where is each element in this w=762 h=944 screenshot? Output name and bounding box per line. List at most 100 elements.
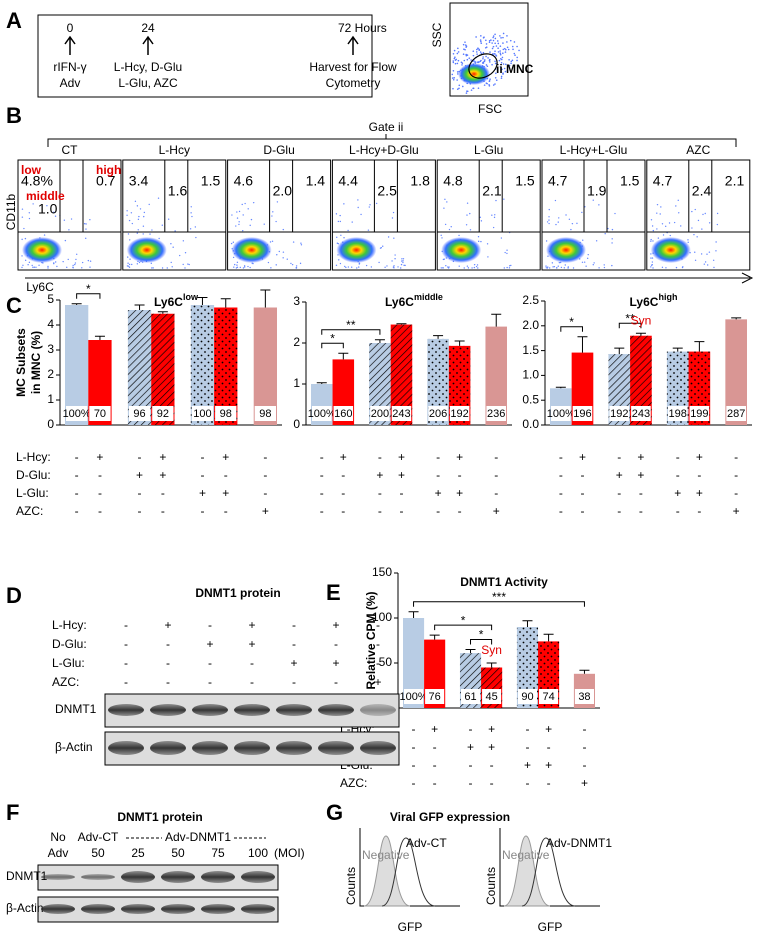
error-bar — [94, 335, 105, 340]
event-dot — [457, 59, 460, 62]
event-dot — [47, 265, 49, 268]
event-dot — [452, 60, 455, 62]
condition-sign: - — [124, 675, 128, 689]
condition-sign: - — [376, 618, 380, 632]
event-dot — [548, 216, 550, 218]
event-dot — [250, 218, 253, 221]
event-dot — [238, 221, 240, 223]
event-dot — [444, 223, 447, 226]
condition-sign: + — [262, 504, 269, 518]
event-dot — [149, 233, 151, 235]
condition-sign: - — [697, 504, 701, 518]
event-dot — [480, 52, 483, 55]
event-dot — [650, 240, 652, 242]
condition-sign: + — [136, 468, 143, 482]
event-dot — [518, 49, 520, 52]
event-dot — [195, 236, 197, 239]
event-dot — [166, 267, 168, 269]
condition-sign: + — [159, 468, 166, 482]
panel-letter: B — [6, 103, 22, 128]
band — [161, 871, 195, 883]
event-dot — [72, 264, 74, 267]
subset-value: 4.8 — [443, 173, 463, 189]
error-bar — [731, 317, 742, 320]
lane-label: Adv — [48, 846, 69, 860]
event-dot — [675, 266, 678, 269]
condition-name: L-Glu: — [16, 486, 49, 500]
event-dot — [657, 237, 660, 239]
event-dot — [447, 266, 449, 268]
event-dot — [456, 79, 458, 81]
condition-sign: - — [208, 675, 212, 689]
event-dot — [548, 222, 550, 225]
bar-label: 90 — [521, 691, 533, 703]
band — [150, 704, 186, 716]
event-dot — [74, 263, 76, 266]
event-dot — [387, 236, 390, 238]
event-dot — [291, 263, 294, 266]
condition-sign: - — [161, 486, 165, 500]
event-dot — [453, 76, 456, 79]
event-dot — [379, 247, 382, 249]
band — [192, 741, 228, 755]
event-dot — [514, 54, 516, 56]
event-dot — [490, 39, 492, 41]
condition-sign: - — [525, 776, 529, 790]
condition-sign: - — [166, 675, 170, 689]
event-dot — [466, 90, 468, 92]
event-dot — [652, 267, 654, 269]
event-dot — [693, 233, 695, 236]
event-dot — [512, 48, 514, 51]
event-dot — [463, 48, 465, 51]
bar-label: 192 — [450, 408, 468, 420]
condition-sign: - — [617, 450, 621, 464]
event-dot — [461, 64, 463, 66]
event-dot — [344, 265, 346, 268]
event-dot — [494, 60, 496, 63]
event-dot — [687, 241, 689, 243]
time-arrow — [142, 35, 154, 55]
condition-sign: - — [75, 504, 79, 518]
time-label: 0 — [67, 21, 74, 35]
band — [276, 741, 312, 755]
event-dot — [194, 226, 197, 228]
lane-header: No — [50, 830, 66, 844]
event-dot — [453, 49, 456, 52]
event-dot — [492, 36, 494, 39]
y-tick-label: 0.0 — [522, 417, 539, 431]
sig-bracket — [618, 322, 642, 329]
event-dot — [656, 212, 658, 214]
event-dot — [74, 262, 77, 264]
condition-sign: - — [490, 776, 494, 790]
event-dot — [358, 266, 360, 268]
event-dot — [151, 267, 153, 269]
event-dot — [494, 214, 496, 216]
event-dot — [469, 212, 471, 215]
event-dot — [516, 45, 518, 48]
event-dot — [495, 199, 497, 202]
event-dot — [508, 64, 511, 67]
condition-sign: - — [399, 504, 403, 518]
event-dot — [452, 61, 455, 64]
subset-value: 0.7 — [96, 173, 116, 189]
condition-sign: + — [199, 486, 206, 500]
event-dot — [673, 221, 676, 224]
condition-sign: - — [412, 740, 416, 754]
condition-sign: - — [559, 504, 563, 518]
event-dot — [386, 265, 388, 267]
event-dot — [463, 267, 465, 269]
event-dot — [441, 237, 443, 239]
event-dot — [282, 257, 284, 259]
event-dot — [694, 259, 697, 261]
event-dot — [357, 199, 359, 201]
event-dot — [581, 261, 584, 263]
label-box — [689, 406, 710, 421]
event-dot — [136, 205, 139, 207]
event-dot — [696, 236, 698, 238]
bar-label: 199 — [690, 408, 708, 420]
event-dot — [659, 213, 661, 215]
label-box — [152, 406, 174, 421]
group-name: CT — [62, 143, 79, 157]
condition-sign: + — [488, 740, 495, 754]
label-box — [539, 689, 559, 704]
